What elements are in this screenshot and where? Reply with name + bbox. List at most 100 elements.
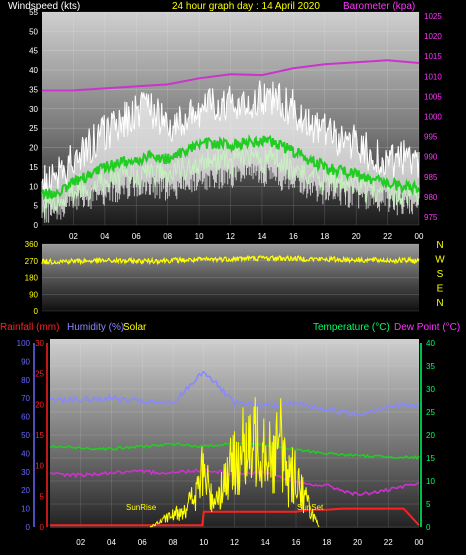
windspeed-tick-label: 55 [29, 8, 38, 17]
direction-panel-background [42, 244, 419, 311]
windspeed-tick-label: 5 [34, 202, 39, 211]
humidity-axis: 0 10 20 30 40 50 60 70 80 90 100 [17, 339, 35, 532]
windspeed-tick-label: 50 [29, 27, 38, 36]
windspeed-tick-label: 35 [29, 85, 38, 94]
hour-tick-label: 16 [289, 232, 298, 241]
hour-tick-label: 08 [169, 538, 178, 547]
wind-direction-line [41, 254, 420, 266]
hour-tick-label: 14 [257, 232, 266, 241]
direction-tick-label: 360 [25, 240, 39, 249]
barometer-axis-label: Barometer (kpa) [343, 1, 415, 12]
windspeed-tick-label: 40 [29, 66, 38, 75]
climate-series [49, 370, 420, 528]
hour-tick-label: 02 [69, 232, 78, 241]
rainfall-tick-label: 30 [35, 339, 44, 348]
hour-tick-label: 00 [415, 538, 424, 547]
direction-axis: 0 90 180 270 360 [25, 240, 39, 316]
temperature-tick-label: 5 [426, 500, 431, 509]
barometer-tick-label: 1005 [424, 92, 442, 101]
temperature-tick-label: 40 [426, 339, 435, 348]
temperature-tick-label: 15 [426, 454, 435, 463]
humidity-tick-label: 10 [21, 505, 30, 514]
hour-tick-label: 10 [195, 232, 204, 241]
temperature-tick-label: 10 [426, 477, 435, 486]
rainfall-axis: 0 5 10 15 20 25 30 [35, 339, 48, 532]
direction-tick-label: 0 [34, 307, 39, 316]
hour-tick-label: 12 [226, 232, 235, 241]
temperature-tick-label: 35 [426, 362, 435, 371]
compass-label: N [436, 298, 443, 309]
hour-tick-label: 12 [230, 538, 239, 547]
humidity-tick-label: 40 [21, 449, 30, 458]
rainfall-tick-label: 10 [35, 462, 44, 471]
rainfall-tick-label: 25 [35, 370, 44, 379]
hour-tick-label: 10 [199, 538, 208, 547]
climate-x-axis: 02 04 06 08 10 12 14 16 18 20 22 00 [76, 538, 424, 547]
humidity-tick-label: 70 [21, 394, 30, 403]
sunrise-label: SunRise [126, 503, 157, 512]
wind-series [41, 59, 420, 223]
humidity-tick-label: 0 [26, 523, 31, 532]
windspeed-axis-label: Windspeed (kts) [8, 1, 80, 12]
hour-tick-label: 04 [107, 538, 116, 547]
windspeed-tick-label: 0 [34, 221, 39, 230]
barometer-tick-label: 1000 [424, 112, 442, 121]
hour-tick-label: 08 [163, 232, 172, 241]
temperature-axis-label: Temperature (°C) [313, 322, 390, 333]
compass-label: E [437, 284, 444, 295]
direction-series [41, 254, 420, 266]
hour-tick-label: 18 [320, 232, 329, 241]
barometer-tick-label: 995 [424, 133, 438, 142]
chart-title: 24 hour graph day : 14 April 2020 [172, 1, 320, 12]
wind-average-line [41, 133, 420, 202]
hour-tick-label: 22 [384, 538, 393, 547]
solar-axis-label: Solar [123, 322, 147, 333]
barometer-tick-label: 980 [424, 193, 438, 202]
barometer-tick-label: 975 [424, 213, 438, 222]
windspeed-axis: 0 5 10 15 20 25 30 35 40 45 50 55 [29, 8, 38, 230]
hour-tick-label: 14 [261, 538, 270, 547]
barometer-tick-label: 1015 [424, 52, 442, 61]
humidity-tick-label: 100 [17, 339, 31, 348]
temperature-tick-label: 20 [426, 431, 435, 440]
windspeed-tick-label: 25 [29, 124, 38, 133]
temperature-tick-label: 0 [426, 523, 431, 532]
hour-tick-label: 18 [322, 538, 331, 547]
hour-tick-label: 00 [415, 232, 424, 241]
barometer-axis: 975 980 985 990 995 1000 1005 1010 1015 1020 1025 [424, 12, 442, 222]
temperature-tick-label: 25 [426, 408, 435, 417]
barometer-tick-label: 985 [424, 173, 438, 182]
direction-tick-label: 180 [25, 274, 39, 283]
hour-tick-label: 20 [352, 232, 361, 241]
humidity-tick-label: 50 [21, 431, 30, 440]
windspeed-tick-label: 15 [29, 163, 38, 172]
solar-line [149, 397, 320, 528]
direction-tick-label: 90 [29, 290, 38, 299]
hour-tick-label: 04 [100, 232, 109, 241]
hour-tick-label: 16 [292, 538, 301, 547]
windspeed-tick-label: 45 [29, 47, 38, 56]
rainfall-line [50, 507, 420, 527]
humidity-tick-label: 60 [21, 413, 30, 422]
barometer-tick-label: 1025 [424, 12, 442, 21]
rainfall-tick-label: 15 [35, 431, 44, 440]
compass-label: W [435, 255, 445, 266]
temperature-tick-label: 30 [426, 385, 435, 394]
barometer-line [42, 59, 420, 92]
rainfall-tick-label: 5 [40, 492, 45, 501]
rainfall-axis-label: Rainfall (mm) [0, 322, 59, 333]
barometer-tick-label: 990 [424, 153, 438, 162]
hour-tick-label: 06 [132, 232, 141, 241]
windspeed-tick-label: 20 [29, 144, 38, 153]
windspeed-tick-label: 30 [29, 105, 38, 114]
humidity-tick-label: 30 [21, 468, 30, 477]
hour-tick-label: 20 [353, 538, 362, 547]
humidity-tick-label: 90 [21, 357, 30, 366]
rainfall-tick-label: 0 [40, 523, 45, 532]
rainfall-tick-label: 20 [35, 400, 44, 409]
hour-tick-label: 22 [383, 232, 392, 241]
humidity-tick-label: 80 [21, 376, 30, 385]
hour-tick-label: 06 [138, 538, 147, 547]
